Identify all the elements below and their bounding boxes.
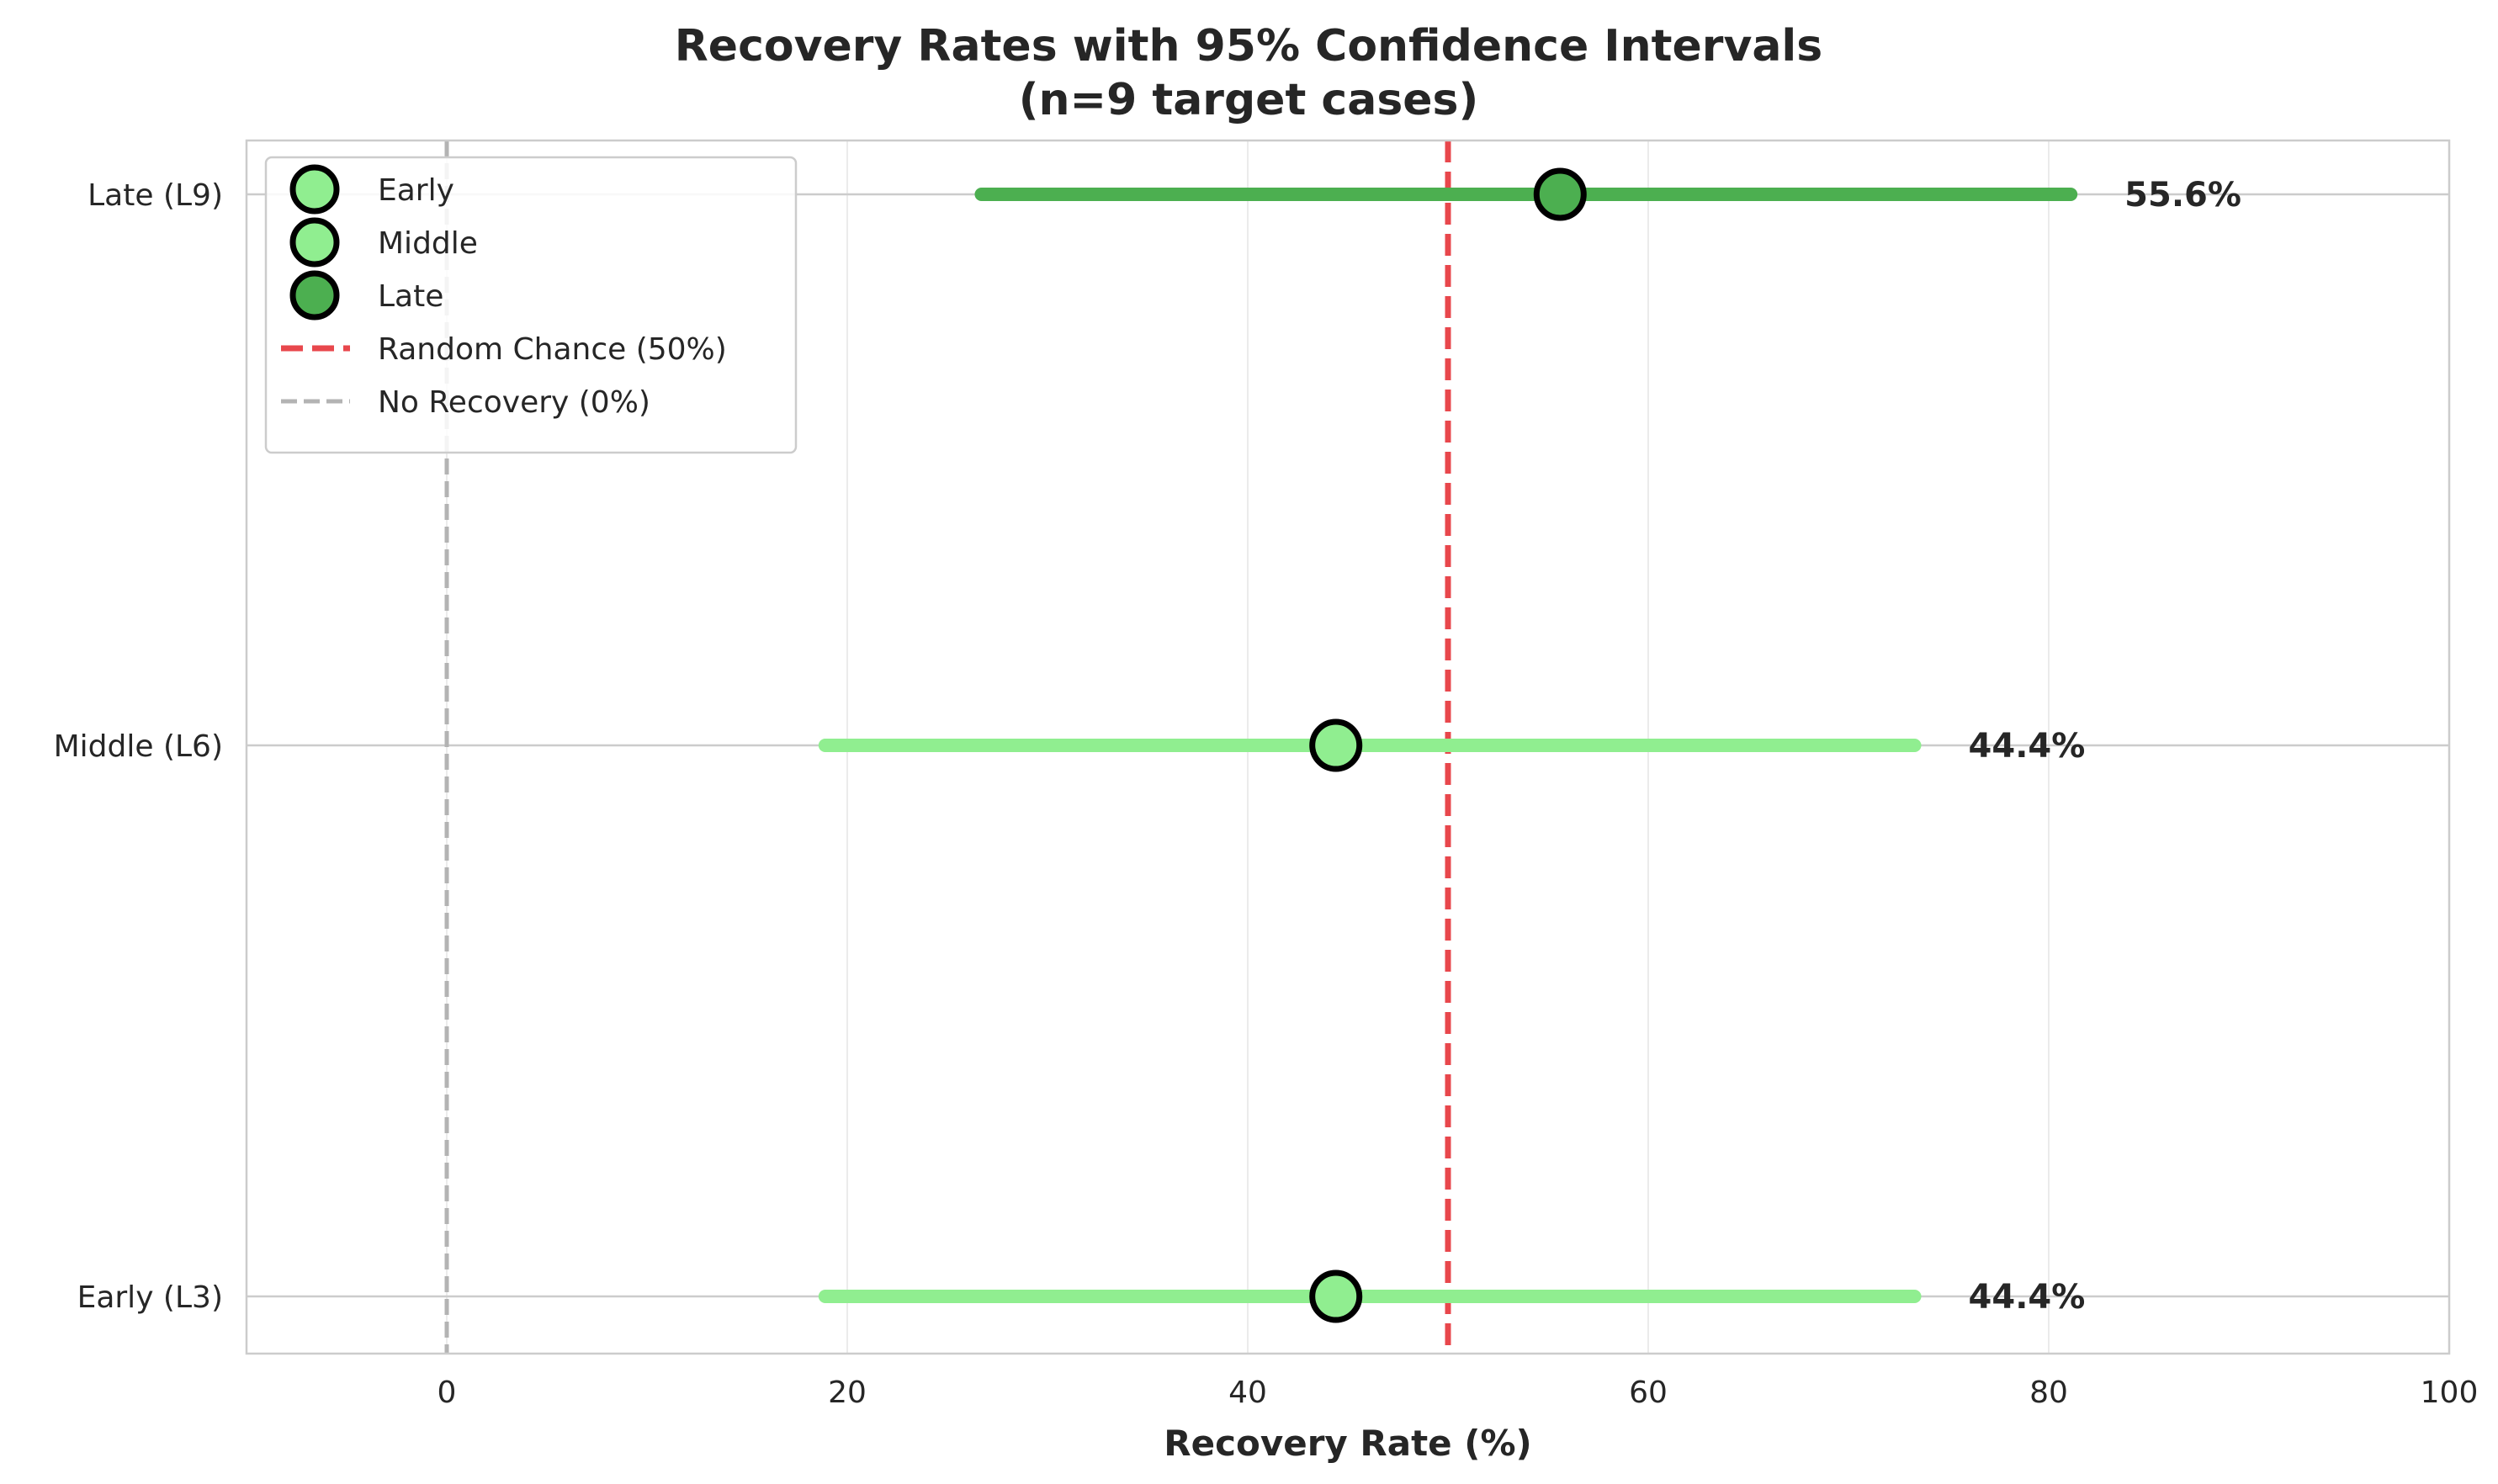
legend-label-ref-0: Random Chance (50%) xyxy=(378,332,727,367)
data-label-early: 44.4% xyxy=(1969,1278,2086,1317)
series: 44.4% 44.4% 55.6% xyxy=(818,167,2241,1323)
chart-title-line1: Recovery Rates with 95% Confidence Inter… xyxy=(675,21,1822,72)
legend-marker-early xyxy=(289,164,340,215)
y-tick-label-0: Early (L3) xyxy=(77,1280,223,1315)
legend-label-late: Late xyxy=(378,279,443,314)
legend-label-ref-1: No Recovery (0%) xyxy=(378,385,650,420)
legend-box xyxy=(264,156,798,454)
x-tick-label-80: 80 xyxy=(2029,1375,2068,1410)
legend-marker-late xyxy=(289,270,340,321)
legend-label-early: Early xyxy=(378,173,454,208)
legend: Early Middle Late Random Chance (50%) No Rec… xyxy=(264,156,798,454)
point-late xyxy=(1533,167,1587,221)
data-label-middle: 44.4% xyxy=(1969,727,2086,766)
x-tick-label-20: 20 xyxy=(828,1375,867,1410)
chart-title-line2: (n=9 target cases) xyxy=(1019,75,1479,125)
x-tick-label-60: 60 xyxy=(1629,1375,1668,1410)
point-middle xyxy=(1309,718,1363,772)
data-label-late: 55.6% xyxy=(2124,176,2241,215)
y-tick-label-1: Middle (L6) xyxy=(54,729,223,764)
x-axis-label: Recovery Rate (%) xyxy=(1164,1423,1532,1464)
y-tick-label-2: Late (L9) xyxy=(88,178,223,213)
x-tick-label-100: 100 xyxy=(2421,1375,2479,1410)
point-early xyxy=(1309,1269,1363,1323)
ticks: 0 20 40 60 80 100 Early (L3) Middle (L6) Late (L… xyxy=(54,178,2479,1410)
legend-marker-middle xyxy=(289,217,340,268)
x-tick-label-0: 0 xyxy=(438,1375,457,1410)
plot-frame xyxy=(245,139,2451,1355)
legend-label-middle: Middle xyxy=(378,226,478,261)
x-tick-label-40: 40 xyxy=(1228,1375,1267,1410)
